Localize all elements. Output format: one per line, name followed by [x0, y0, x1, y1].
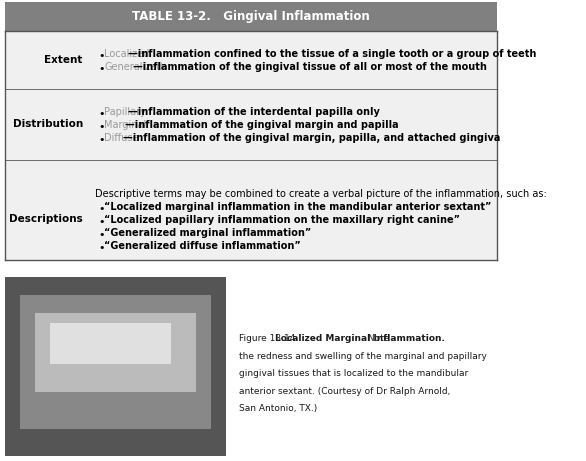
Text: Marginal: Marginal [104, 120, 146, 130]
Text: Diffuse: Diffuse [104, 133, 139, 143]
Text: gingival tissues that is localized to the mandibular: gingival tissues that is localized to th… [239, 369, 468, 378]
Text: Figure 13.14.: Figure 13.14. [239, 334, 301, 343]
Text: “Generalized diffuse inflammation”: “Generalized diffuse inflammation” [104, 241, 301, 251]
Bar [5, 277, 226, 456]
Text: “Generalized marginal inflammation”: “Generalized marginal inflammation” [104, 228, 312, 238]
Text: Papillary: Papillary [104, 107, 146, 118]
Text: Localized Marginal Inflammation.: Localized Marginal Inflammation. [275, 334, 445, 343]
Text: Distribution: Distribution [12, 119, 83, 129]
Bar [20, 295, 211, 429]
Text: —inflammation of the gingival tissue of all or most of the mouth: —inflammation of the gingival tissue of … [133, 62, 487, 72]
Text: —inflammation of the gingival margin, papilla, and attached gingiva: —inflammation of the gingival margin, pa… [122, 133, 500, 143]
Text: Descriptive terms may be combined to create a verbal picture of the inflammation: Descriptive terms may be combined to cre… [96, 189, 547, 199]
Text: •: • [98, 242, 104, 253]
Text: •: • [98, 204, 104, 214]
Bar [5, 31, 497, 260]
Text: —inflammation of the gingival margin and papilla: —inflammation of the gingival margin and… [125, 120, 399, 130]
Bar [50, 323, 171, 364]
Bar [35, 313, 196, 392]
Text: the redness and swelling of the marginal and papillary: the redness and swelling of the marginal… [239, 352, 486, 361]
Text: Localized: Localized [104, 49, 149, 59]
Bar [5, 2, 497, 31]
Text: •: • [98, 230, 104, 240]
Text: •: • [98, 135, 104, 145]
Text: Extent: Extent [45, 55, 83, 65]
Text: —inflammation confined to the tissue of a single tooth or a group of teeth: —inflammation confined to the tissue of … [128, 49, 536, 59]
Text: “Localized papillary inflammation on the maxillary right canine”: “Localized papillary inflammation on the… [104, 215, 461, 225]
Text: •: • [98, 217, 104, 227]
Text: •: • [98, 64, 104, 74]
Text: “Localized marginal inflammation in the mandibular anterior sextant”: “Localized marginal inflammation in the … [104, 202, 492, 212]
Text: Note: Note [364, 334, 389, 343]
Text: Generalized: Generalized [104, 62, 163, 72]
Text: San Antonio, TX.): San Antonio, TX.) [239, 404, 317, 414]
Text: Descriptions: Descriptions [9, 214, 83, 224]
Text: •: • [98, 109, 104, 119]
Text: •: • [98, 51, 104, 61]
Text: —inflammation of the interdental papilla only: —inflammation of the interdental papilla… [128, 107, 380, 118]
Text: •: • [98, 122, 104, 132]
Text: TABLE 13-2.   Gingival Inflammation: TABLE 13-2. Gingival Inflammation [132, 10, 370, 23]
Text: anterior sextant. (Courtesy of Dr Ralph Arnold,: anterior sextant. (Courtesy of Dr Ralph … [239, 387, 450, 396]
